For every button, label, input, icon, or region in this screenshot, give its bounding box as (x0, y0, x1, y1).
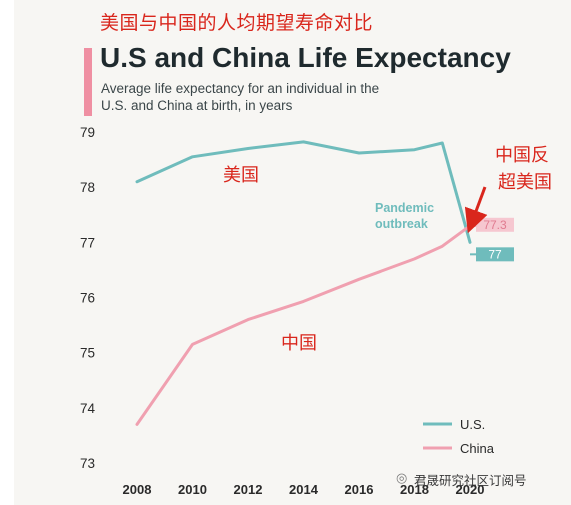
legend-us-label: U.S. (460, 417, 485, 432)
overtake-annotation-line-1: 中国反 (495, 145, 549, 166)
pandemic-annotation-line-2: outbreak (375, 217, 428, 231)
us-chinese-label: 美国 (223, 165, 259, 186)
x-tick-label: 2012 (234, 482, 263, 497)
series-group (135, 140, 472, 426)
x-tick-label: 2008 (123, 482, 152, 497)
y-tick-label: 78 (80, 180, 95, 195)
y-tick-label: 75 (80, 346, 95, 361)
legend: U.S. China (423, 417, 495, 456)
wechat-icon: ◎ (396, 470, 408, 485)
title-accent-bar (84, 48, 92, 116)
y-tick-label: 73 (80, 456, 95, 471)
end-label-box-us (476, 247, 514, 262)
x-tick-label: 2010 (178, 482, 207, 497)
series-line-china (135, 224, 472, 426)
x-tick-label: 2018 (400, 482, 429, 497)
chart-subtitle: Average life expectancy for an individua… (101, 80, 441, 114)
end-label-us: 77 (488, 247, 502, 261)
pandemic-annotation-line-1: Pandemic (375, 201, 434, 215)
legend-china-label: China (460, 441, 495, 456)
y-tick-label: 77 (80, 235, 95, 250)
series-line-us (135, 140, 472, 244)
x-tick-label: 2016 (345, 482, 374, 497)
chart-subtitle-line-2: U.S. and China at birth, in years (101, 98, 293, 113)
y-tick-label: 79 (80, 125, 95, 140)
y-tick-label: 76 (80, 291, 95, 306)
top-annotation: 美国与中国的人均期望寿命对比 (100, 12, 374, 34)
overtake-arrow (464, 186, 488, 234)
watermark: 君晟研究社区订阅号 (414, 473, 527, 488)
chart-subtitle-line-1: Average life expectancy for an individua… (101, 81, 380, 96)
x-axis-ticks: 2008 2010 2012 2014 2016 2018 2020 (123, 482, 485, 497)
end-labels: 77 77.3 (470, 217, 514, 262)
y-tick-label: 74 (80, 401, 96, 416)
y-axis-ticks: 73 74 75 76 77 78 79 (80, 125, 96, 471)
overtake-annotation-line-2: 超美国 (498, 172, 552, 193)
end-label-china: 77.3 (483, 218, 507, 232)
chart-title: U.S and China Life Expectancy (100, 42, 511, 73)
x-tick-label: 2014 (289, 482, 319, 497)
china-chinese-label: 中国 (281, 333, 317, 354)
x-tick-label: 2020 (456, 482, 485, 497)
